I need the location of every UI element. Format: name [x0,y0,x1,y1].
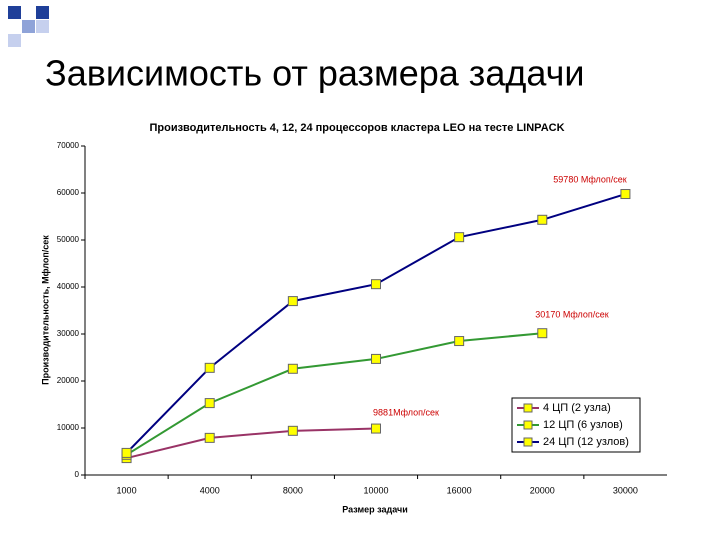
y-tick-label: 40000 [57,282,80,291]
y-tick-label: 10000 [57,423,80,432]
marker [287,296,298,307]
legend-label: 4 ЦП (2 узла) [543,402,611,414]
x-tick-label: 30000 [613,485,638,495]
y-tick-label: 70000 [57,141,80,150]
decor-square [8,6,21,19]
marker [204,398,215,409]
legend-marker [523,420,533,430]
decor [8,6,49,47]
marker [121,447,132,458]
legend-marker [523,437,533,447]
decor-square [8,34,21,47]
y-tick-label: 20000 [57,376,80,385]
marker [371,353,381,364]
y-tick-label: 60000 [57,188,80,197]
y-tick-label: 0 [75,470,80,479]
marker [287,363,298,374]
marker [620,189,631,200]
decor-square [36,20,49,33]
chart-title: Производительность 4, 12, 24 процессоров… [149,122,564,134]
marker [371,423,381,434]
decor-square [36,6,49,19]
x-tick-label: 20000 [530,485,555,495]
y-tick-label: 50000 [57,235,80,244]
series-line [126,427,377,460]
y-axis-label: Производительность, Мфлоп/сек [40,235,50,385]
x-tick-label: 1000 [117,485,137,495]
marker [537,214,548,225]
marker [454,336,465,347]
annotation: 9881Мфлоп/сек [373,407,439,417]
x-tick-label: 16000 [447,485,472,495]
x-tick-label: 10000 [363,485,388,495]
marker [287,425,298,436]
legend-marker [523,403,533,413]
marker [371,279,381,290]
annotation: 30170 Мфлоп/сек [535,309,608,319]
annotation: 59780 Мфлоп/сек [553,174,626,184]
x-axis-label: Размер задачи [342,504,408,514]
x-tick-label: 8000 [283,485,303,495]
slide-title: Зависимость от размера задачи [45,53,584,94]
y-tick-label: 30000 [57,329,80,338]
series-line [126,332,543,456]
decor-square [22,20,35,33]
x-tick-label: 4000 [200,485,220,495]
marker [204,432,215,443]
legend-label: 12 ЦП (6 узлов) [543,419,623,431]
marker [204,362,215,373]
legend-label: 24 ЦП (12 узлов) [543,436,629,448]
marker [454,232,465,243]
marker [537,328,548,339]
